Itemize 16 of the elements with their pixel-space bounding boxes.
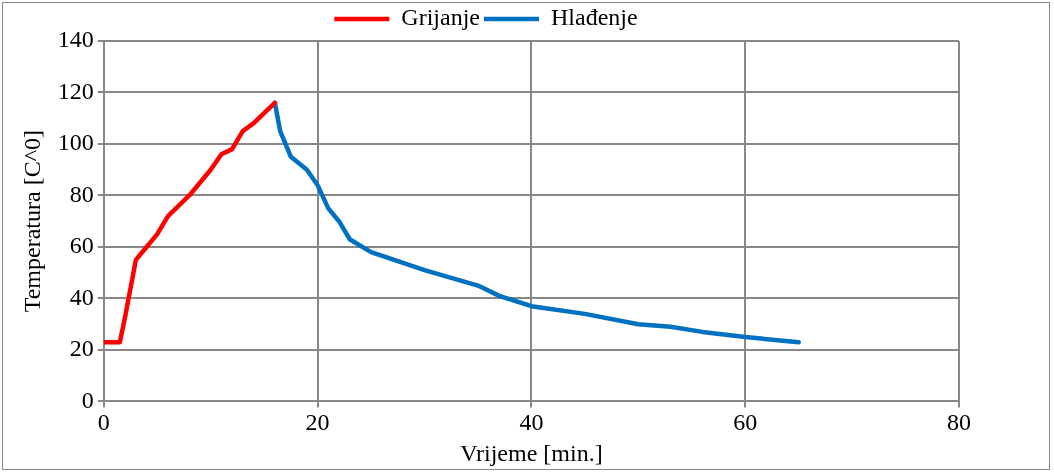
y-tick-label: 140 <box>57 26 94 53</box>
x-tick-label: 80 <box>947 409 971 436</box>
y-tick-label: 40 <box>69 283 94 310</box>
y-tick-label: 0 <box>81 386 94 413</box>
x-axis-title: Vrijeme [min.] <box>460 439 603 466</box>
y-tick-label: 120 <box>57 77 94 104</box>
legend-label: Hlađenje <box>551 4 638 31</box>
y-tick-label: 60 <box>69 232 94 259</box>
x-tick-label: 20 <box>305 409 330 436</box>
x-tick-label: 60 <box>733 409 758 436</box>
y-axis-title: Temperatura [C^0] <box>18 130 45 313</box>
y-tick-label: 20 <box>69 335 94 362</box>
legend-label: Grijanje <box>401 4 481 31</box>
x-tick-label: 40 <box>519 409 544 436</box>
y-tick-label: 80 <box>69 180 94 207</box>
y-tick-label: 100 <box>57 129 94 156</box>
